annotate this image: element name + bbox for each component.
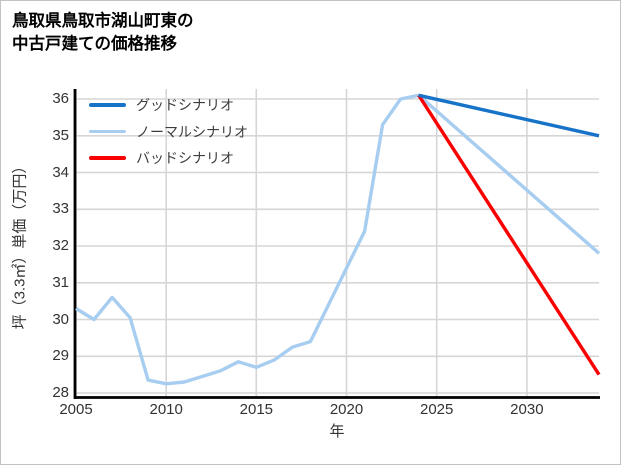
y-tick-label: 29 <box>52 347 69 365</box>
y-tick-label: 31 <box>52 273 69 291</box>
legend: グッドシナリオ ノーマルシナリオ バッドシナリオ <box>89 96 248 176</box>
x-axis-label: 年 <box>329 423 345 440</box>
legend-item-normal-scenario: ノーマルシナリオ <box>89 123 248 141</box>
chart-title: 鳥取県鳥取市湖山町東の 中古戸建ての価格推移 <box>12 10 194 56</box>
bad-scenario-line-icon <box>89 156 126 160</box>
y-tick-label: 34 <box>52 163 69 181</box>
x-tick-label: 2020 <box>329 401 364 418</box>
legend-label-normal-scenario: ノーマルシナリオ <box>136 123 248 140</box>
legend-label-bad-scenario: バッドシナリオ <box>136 150 234 166</box>
legend-item-bad-scenario: バッドシナリオ <box>89 149 248 167</box>
y-tick-label: 33 <box>52 200 69 218</box>
legend-item-good-scenario: グッドシナリオ <box>89 96 248 114</box>
y-tick-label: 28 <box>52 384 69 401</box>
y-tick-label: 30 <box>52 310 69 328</box>
x-tick-label: 2025 <box>420 401 454 418</box>
good-scenario-line-icon <box>89 103 126 107</box>
chart-title-line2: 中古戸建ての価格推移 <box>12 35 177 53</box>
normal-scenario-line-icon <box>89 129 126 134</box>
y-tick-label: 36 <box>52 90 69 107</box>
chart-title-line1: 鳥取県鳥取市湖山町東の <box>12 12 194 30</box>
y-tick-label: 32 <box>52 237 69 254</box>
x-tick-label: 2005 <box>59 401 93 418</box>
x-tick-label: 2030 <box>510 401 544 418</box>
y-tick-label: 35 <box>52 126 69 144</box>
x-tick-label: 2010 <box>149 401 183 418</box>
x-tick-label: 2015 <box>239 401 274 418</box>
legend-label-good-scenario: グッドシナリオ <box>136 97 234 113</box>
